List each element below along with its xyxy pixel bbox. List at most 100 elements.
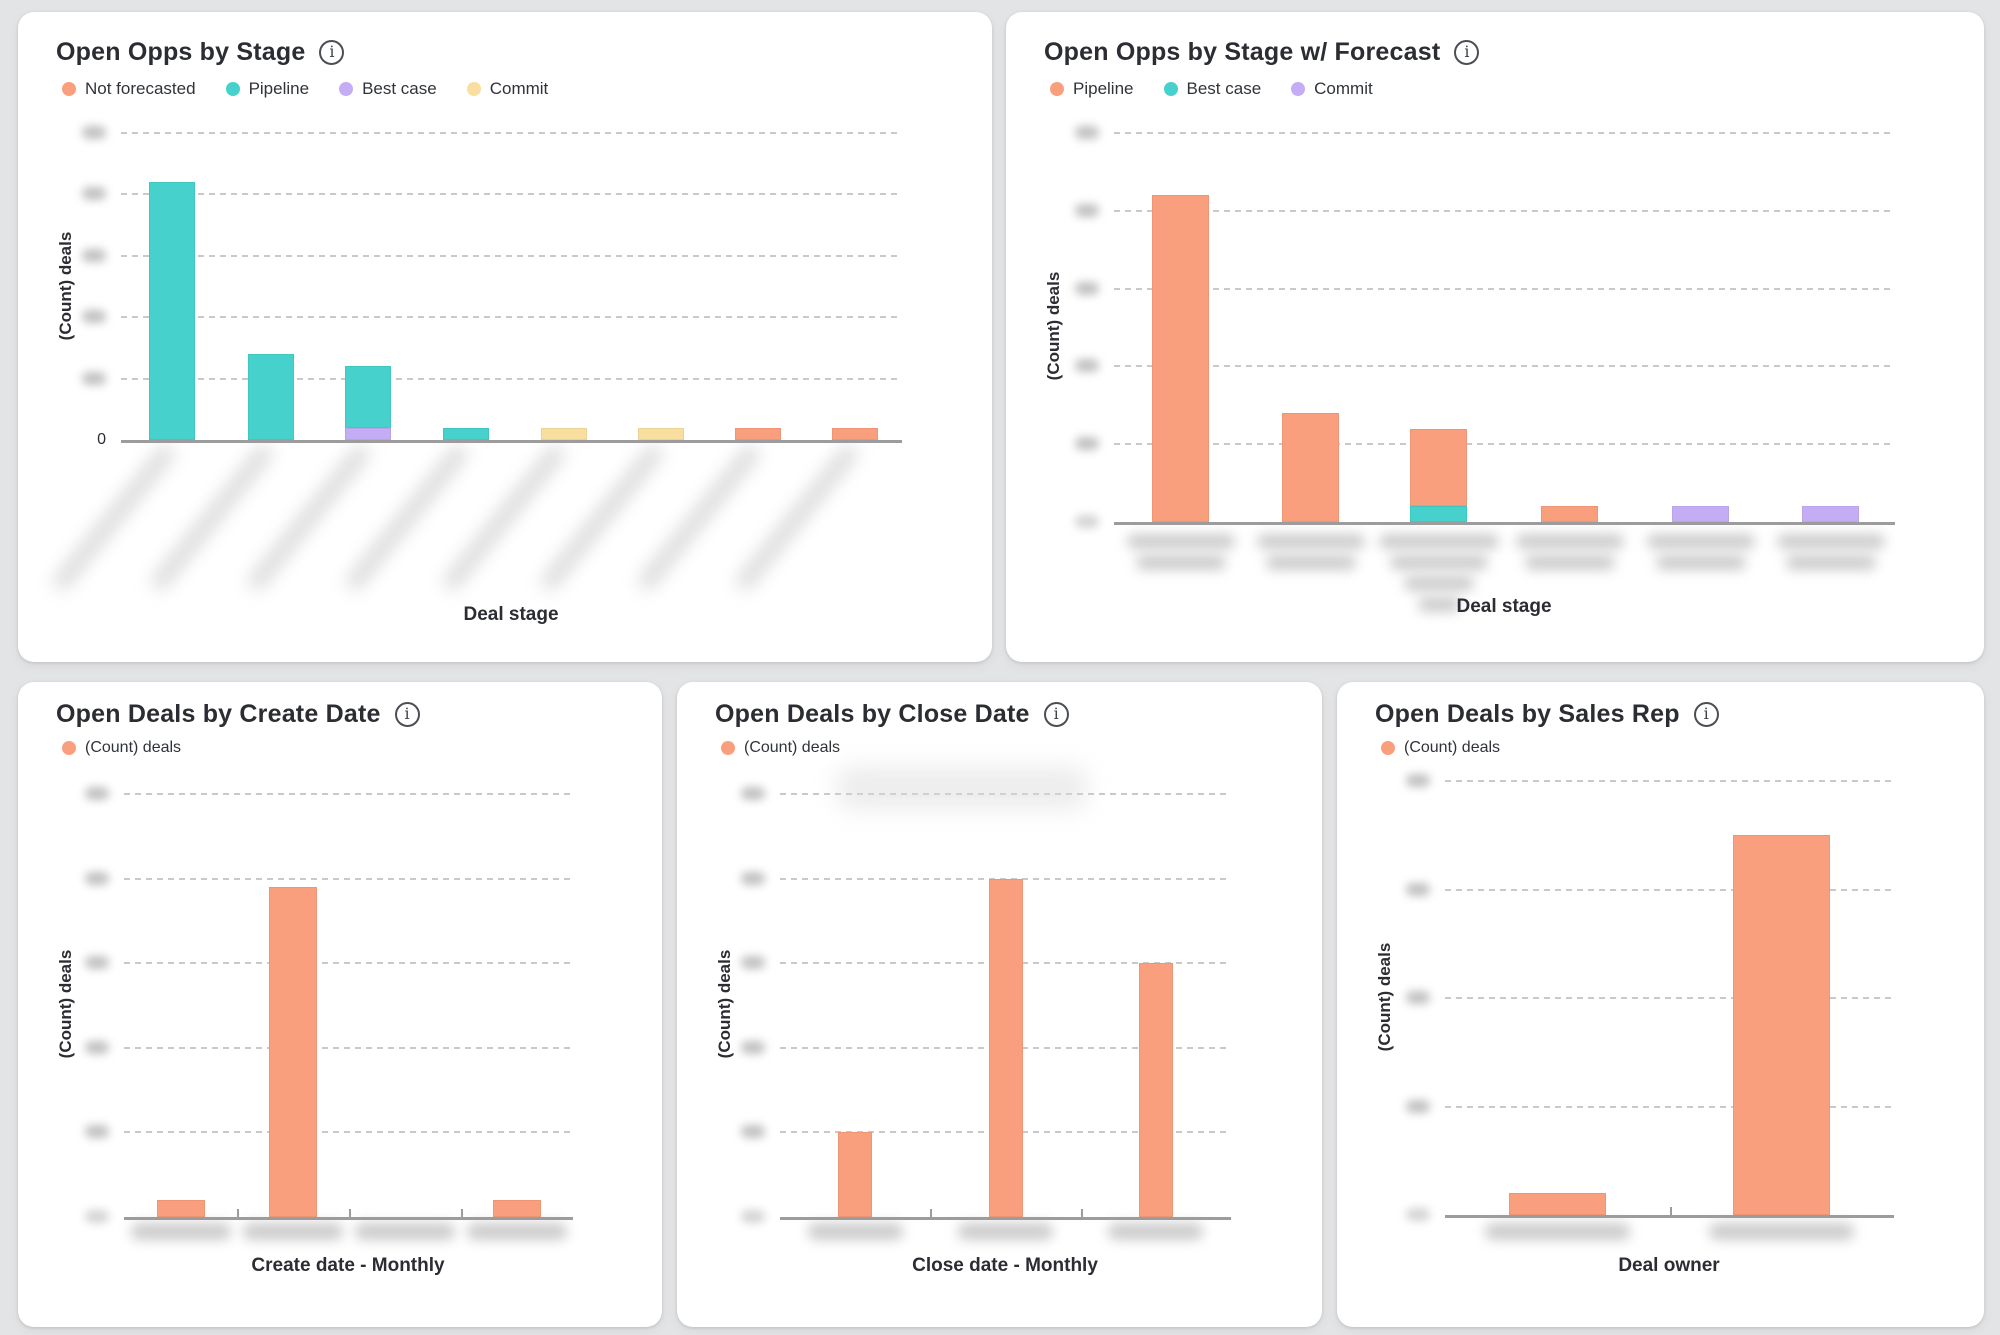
bar-segment[interactable]: [638, 427, 684, 440]
bar-segment[interactable]: [1152, 195, 1209, 522]
y-tick-blob: [1406, 882, 1430, 896]
y-tick-blob: [741, 871, 765, 885]
bar-segment[interactable]: [1410, 506, 1467, 522]
legend-item[interactable]: Pipeline: [225, 79, 310, 99]
axis-tick: [930, 1209, 933, 1218]
y-tick-blob: [1075, 281, 1099, 295]
legend-item[interactable]: Pipeline: [1050, 79, 1134, 99]
x-label-blob: [355, 1223, 456, 1240]
legend-swatch-icon: [466, 82, 481, 96]
chart-legend: (Count) deals: [721, 739, 1322, 757]
chart-title: Open Opps by Stage: [56, 38, 306, 66]
info-icon[interactable]: i: [319, 40, 345, 65]
y-tick-blob: [741, 1040, 765, 1054]
legend-swatch-icon: [62, 82, 76, 96]
info-icon[interactable]: i: [1454, 40, 1480, 65]
bar-segment[interactable]: [1733, 835, 1831, 1215]
x-label-blob: [1378, 534, 1499, 549]
x-label-blob: [242, 1223, 343, 1240]
bar-segment[interactable]: [1802, 506, 1859, 522]
gridline: [1114, 287, 1895, 290]
x-label-blob: [1776, 534, 1885, 549]
x-axis-line: [780, 1217, 1231, 1220]
bar-segment[interactable]: [149, 182, 195, 440]
legend-item[interactable]: Best case: [1163, 79, 1261, 99]
chart-legend: (Count) deals: [1381, 739, 1984, 757]
y-tick-blob: [1075, 437, 1099, 451]
bar-segment[interactable]: [1138, 963, 1173, 1217]
bar-segment[interactable]: [268, 887, 317, 1217]
bar-segment[interactable]: [1672, 506, 1729, 522]
legend-swatch-icon: [1291, 82, 1306, 96]
legend-item[interactable]: Commit: [466, 79, 548, 99]
x-label-blur-streak: [735, 442, 859, 592]
x-label-blob: [1265, 555, 1356, 570]
x-label-blob: [1417, 597, 1460, 612]
x-label-blob: [1646, 534, 1755, 549]
x-label-blob: [467, 1223, 568, 1240]
x-axis-title: Close date - Monthly: [912, 1255, 1098, 1276]
legend-item[interactable]: Commit: [1291, 79, 1373, 99]
y-tick-blob: [741, 1210, 765, 1223]
y-tick-blob: [741, 787, 765, 800]
bar-segment[interactable]: [1282, 413, 1339, 522]
x-label-blob: [1108, 1223, 1204, 1240]
bar-segment[interactable]: [735, 427, 781, 440]
y-tick-blob: [82, 126, 106, 139]
x-label-blur-streak: [637, 442, 761, 592]
x-label-blob: [1709, 1223, 1855, 1240]
bar-segment[interactable]: [1541, 506, 1598, 522]
card-header: Open Deals by Sales Rep i: [1337, 682, 1984, 729]
legend-label: Not forecasted: [85, 79, 196, 98]
legend-swatch-icon: [721, 741, 735, 755]
card-header: Open Deals by Create Date i: [18, 682, 662, 729]
y-tick-blob: [82, 187, 106, 201]
bar-segment[interactable]: [156, 1200, 205, 1217]
gridline: [121, 254, 902, 257]
x-label-blur-streak: [344, 442, 469, 592]
bar-segment[interactable]: [493, 1200, 542, 1217]
y-axis-title: (Count) deals: [1375, 942, 1394, 1052]
gridline: [1445, 997, 1894, 999]
gridline: [1114, 209, 1895, 212]
info-icon[interactable]: i: [1693, 702, 1719, 727]
plot-area: [1006, 12, 1984, 662]
card-open-deals-by-create-date: Open Deals by Create Date i (Count) deal…: [18, 682, 662, 1327]
card-open-deals-by-close-date: Open Deals by Close Date i (Count) deals…: [677, 682, 1322, 1327]
legend-item[interactable]: (Count) deals: [721, 739, 840, 757]
card-open-opps-by-stage-forecast: Open Opps by Stage w/ Forecast i Pipelin…: [1006, 12, 1984, 662]
y-tick-blob: [741, 1125, 765, 1139]
gridline: [121, 316, 902, 319]
axis-tick: [461, 1209, 464, 1218]
info-icon[interactable]: i: [394, 702, 420, 727]
y-tick-blob: [1406, 774, 1430, 787]
legend-item[interactable]: Best case: [339, 79, 437, 99]
bar-segment[interactable]: [248, 354, 294, 440]
legend-item[interactable]: (Count) deals: [62, 739, 181, 757]
info-icon[interactable]: i: [1043, 702, 1069, 727]
x-label-blob: [807, 1223, 903, 1240]
bar-segment[interactable]: [345, 366, 391, 428]
y-tick-blob: [85, 871, 109, 885]
x-axis-title: Deal stage: [1456, 596, 1552, 617]
gridline: [124, 1131, 573, 1134]
bar-segment[interactable]: [541, 427, 587, 440]
legend-swatch-icon: [1381, 741, 1395, 755]
y-tick-blob: [82, 248, 106, 262]
chart-title: Open Opps by Stage w/ Forecast: [1044, 38, 1441, 66]
bar-segment[interactable]: [345, 427, 391, 440]
bar-segment[interactable]: [838, 1132, 873, 1217]
legend-label: Pipeline: [248, 79, 310, 98]
x-label-blob: [958, 1223, 1053, 1240]
y-axis-title: (Count) deals: [56, 231, 75, 341]
bar-segment[interactable]: [1508, 1193, 1606, 1215]
legend-item[interactable]: (Count) deals: [1381, 739, 1500, 757]
bar-segment[interactable]: [832, 427, 878, 440]
y-tick-blob: [1406, 1099, 1430, 1113]
bar-segment[interactable]: [988, 878, 1023, 1217]
bar-segment[interactable]: [443, 427, 489, 440]
x-label-blur-streak: [540, 442, 664, 592]
legend-item[interactable]: Not forecasted: [62, 79, 196, 99]
bar-segment[interactable]: [1410, 428, 1467, 507]
axis-tick: [348, 1209, 351, 1218]
